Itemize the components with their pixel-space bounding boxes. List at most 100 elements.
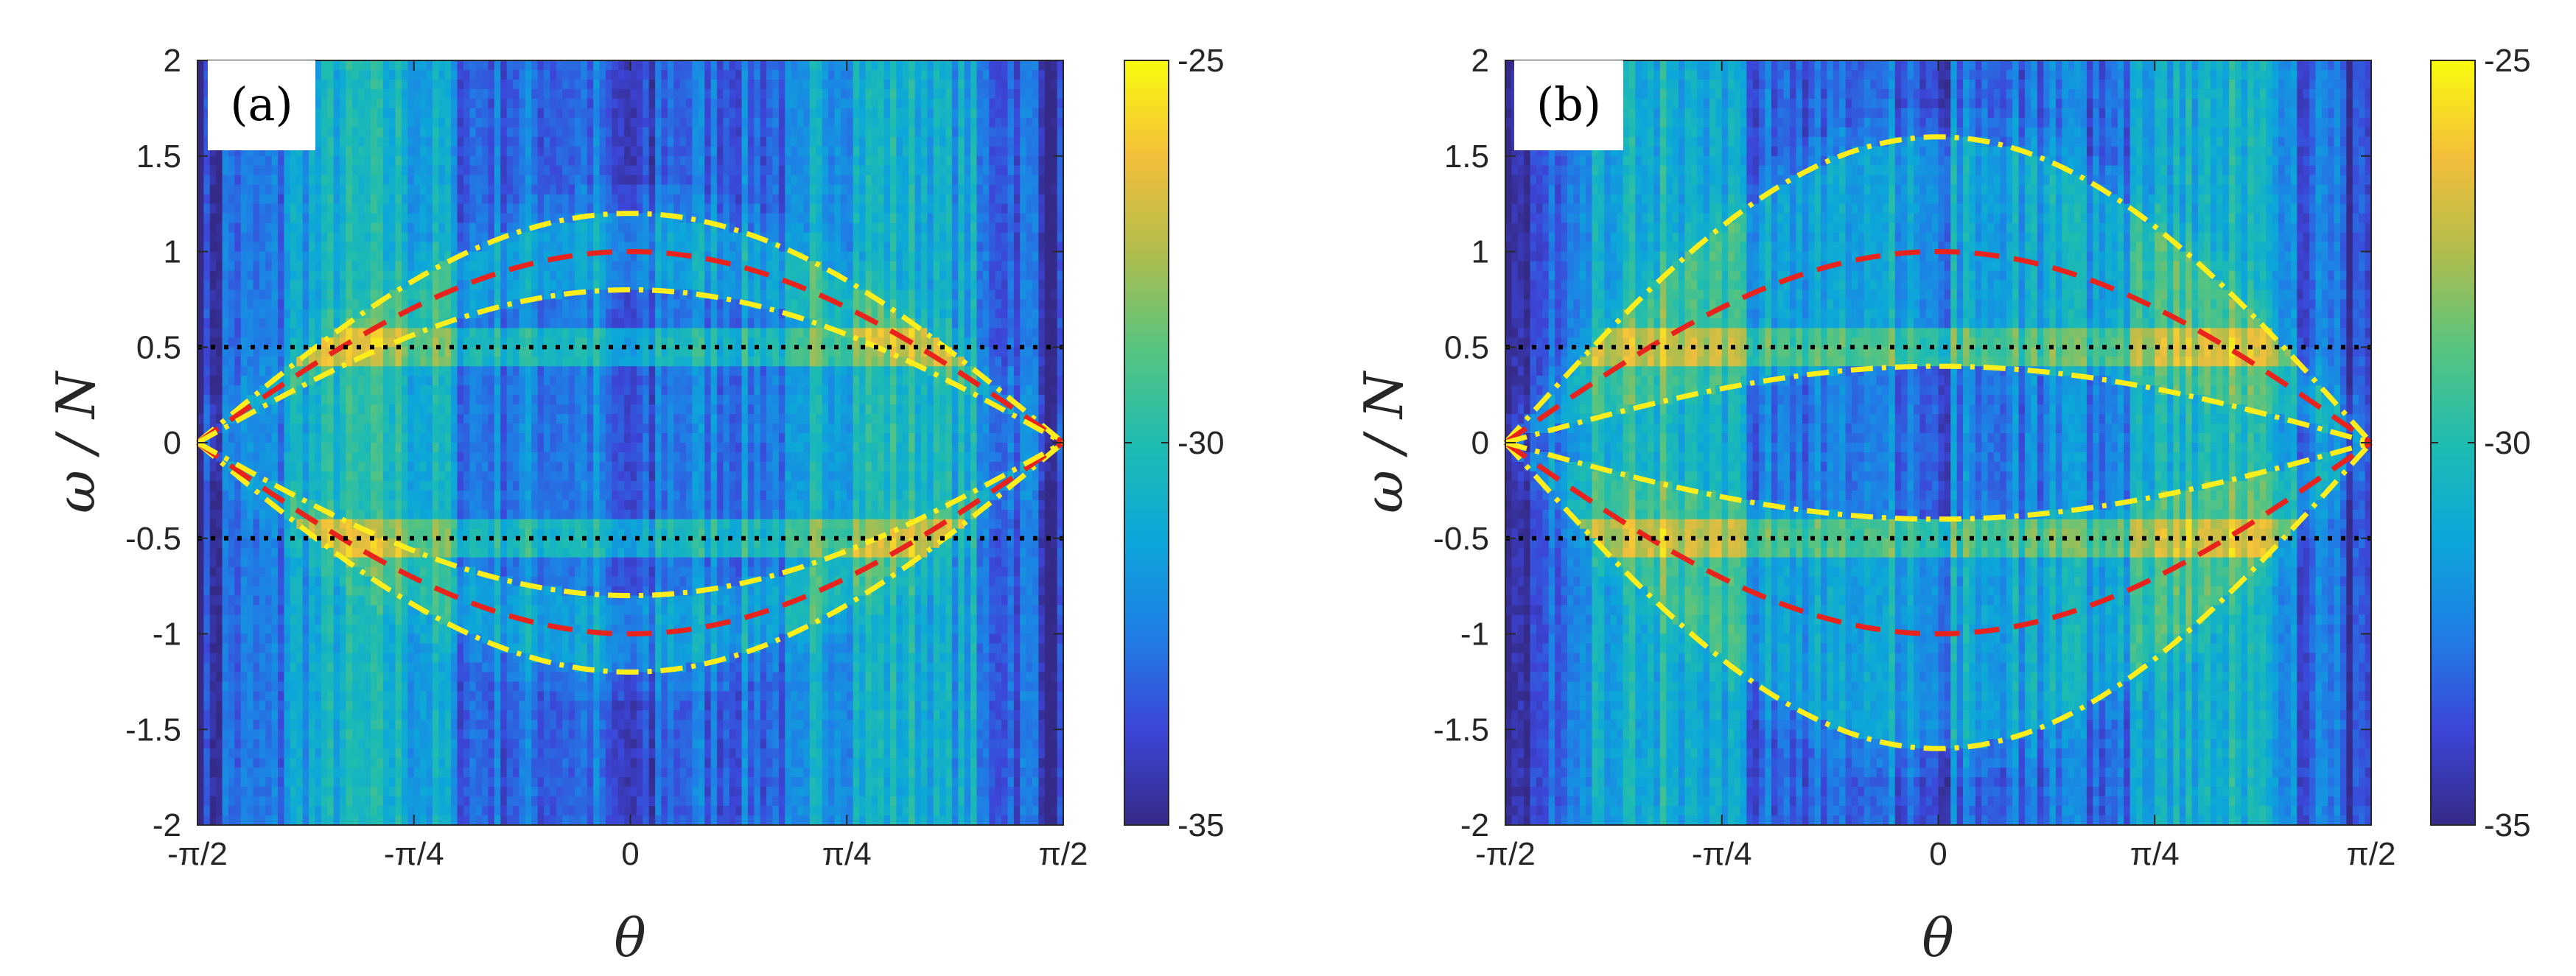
heatmap-cell (438, 701, 446, 711)
heatmap-cell (302, 662, 309, 673)
heatmap-cell (531, 385, 539, 396)
heatmap-cell (475, 557, 483, 568)
heatmap-cell (550, 414, 557, 424)
heatmap-cell (284, 175, 291, 186)
heatmap-cell (302, 758, 309, 768)
heatmap-cell (506, 242, 514, 253)
heatmap-cell (407, 69, 415, 80)
heatmap-cell (364, 366, 371, 376)
heatmap-cell (340, 155, 347, 166)
heatmap-cell (228, 519, 235, 530)
heatmap-cell (494, 701, 501, 711)
heatmap-cell (296, 194, 304, 205)
heatmap-cell (358, 347, 365, 357)
heatmap-cell (568, 155, 575, 166)
heatmap-cell (371, 643, 377, 654)
heatmap-cell (562, 796, 570, 807)
heatmap-cell (271, 270, 279, 281)
heatmap-cell (278, 614, 285, 625)
heatmap-cell (197, 499, 204, 510)
heatmap-cell (290, 328, 297, 338)
heatmap-cell (420, 127, 427, 138)
heatmap-cell (351, 69, 359, 80)
heatmap-cell (488, 815, 495, 826)
heatmap-cell (278, 337, 285, 348)
heatmap-cell (420, 184, 427, 195)
heatmap-cell (420, 452, 427, 463)
heatmap-cell (482, 739, 489, 749)
heatmap-cell (537, 681, 545, 692)
heatmap-cell (371, 662, 377, 673)
heatmap-cell (290, 299, 297, 309)
heatmap-cell (506, 318, 514, 329)
heatmap-cell (407, 337, 415, 348)
heatmap-cell (203, 480, 211, 491)
heatmap-cell (240, 452, 248, 463)
heatmap-cell (296, 270, 304, 281)
heatmap-cell (581, 376, 588, 386)
heatmap-cell (346, 414, 353, 424)
heatmap-cell (513, 643, 520, 654)
heatmap-cell (500, 471, 508, 482)
heatmap-cell (438, 480, 446, 491)
heatmap-cell (568, 633, 575, 645)
heatmap-cell (451, 691, 458, 701)
heatmap-cell (296, 605, 304, 616)
heatmap-cell (327, 499, 335, 510)
heatmap-cell (247, 538, 254, 549)
heatmap-cell (265, 720, 273, 730)
heatmap-cell (377, 461, 384, 472)
heatmap-cell (401, 108, 408, 119)
heatmap-cell (216, 251, 223, 262)
heatmap-cell (531, 720, 539, 730)
heatmap-cell (568, 328, 575, 338)
heatmap-cell (488, 662, 495, 673)
heatmap-cell (382, 710, 390, 720)
heatmap-cell (315, 672, 322, 682)
heatmap-cell (432, 490, 439, 501)
heatmap-cell (500, 60, 508, 71)
heatmap-cell (315, 748, 322, 759)
heatmap-cell (389, 127, 396, 138)
heatmap-cell (327, 175, 335, 186)
heatmap-cell (395, 146, 402, 157)
heatmap-cell (377, 528, 384, 539)
heatmap-cell (562, 222, 570, 234)
heatmap-cell (519, 729, 526, 740)
heatmap-cell (222, 165, 229, 176)
heatmap-cell (278, 509, 285, 520)
heatmap-cell (457, 184, 464, 195)
heatmap-cell (315, 242, 322, 253)
heatmap-cell (309, 366, 316, 376)
heatmap-cell (197, 480, 204, 491)
heatmap-cell (346, 624, 353, 635)
heatmap-cell (259, 404, 266, 415)
heatmap-cell (401, 79, 408, 90)
heatmap-cell (426, 155, 433, 166)
heatmap-cell (197, 184, 204, 195)
heatmap-cell (544, 739, 550, 749)
heatmap-cell (537, 519, 545, 530)
heatmap-cell (327, 165, 335, 176)
heatmap-cell (494, 385, 501, 396)
heatmap-cell (550, 547, 557, 558)
heatmap-cell (432, 787, 439, 797)
heatmap-cell (265, 547, 273, 558)
heatmap-cell (228, 739, 235, 749)
heatmap-cell (581, 337, 588, 348)
heatmap-cell (389, 443, 396, 453)
heatmap-cell (537, 490, 545, 501)
heatmap-cell (389, 79, 396, 90)
heatmap-cell (259, 557, 266, 568)
heatmap-cell (488, 404, 495, 415)
heatmap-cell (525, 681, 532, 692)
heatmap-cell (463, 184, 470, 195)
heatmap-cell (389, 576, 396, 587)
heatmap-cell (290, 519, 297, 530)
heatmap-cell (531, 633, 539, 645)
heatmap-cell (457, 452, 464, 463)
heatmap-cell (228, 471, 235, 482)
heatmap-cell (444, 357, 452, 367)
heatmap-cell (351, 758, 359, 768)
heatmap-cell (240, 528, 248, 539)
